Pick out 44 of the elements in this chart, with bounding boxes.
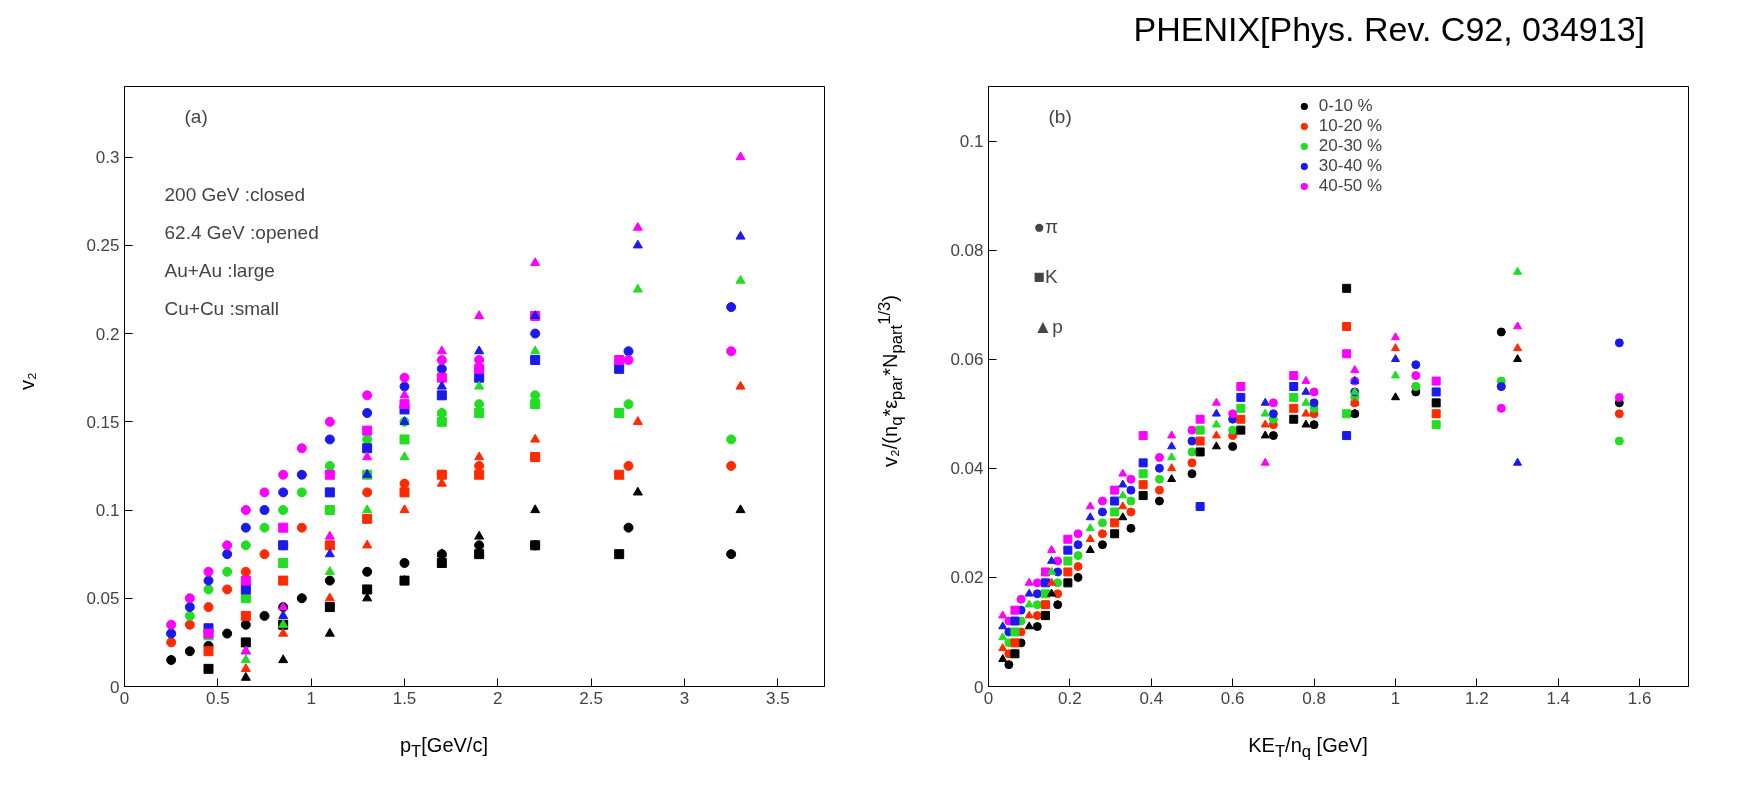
x-axis-title: p$_{T}$[GeV/c] <box>399 733 489 763</box>
legend-label: 40-50 % <box>1318 176 1383 196</box>
annotation: Cu+Cu :small <box>164 297 280 319</box>
y-tick-label: 0.1 <box>959 132 984 152</box>
text: PHENIX[Phys. Rev. C92, 034913] <box>1132 9 1645 50</box>
x-tick-label: 1.2 <box>1465 688 1489 708</box>
y-tick-label: 0.04 <box>950 459 984 479</box>
annotation: 62.4 GeV :opened <box>164 221 319 243</box>
annotation: (b) <box>1048 105 1072 127</box>
x-tick-label: 0.5 <box>206 688 230 708</box>
y-tick-label: 0.02 <box>950 568 984 588</box>
annotation: ■K <box>1033 265 1058 287</box>
annotation: ▲p <box>1033 315 1063 337</box>
legend-label: 0-10 % <box>1318 96 1373 116</box>
x-tick-label: 0.4 <box>1139 688 1164 708</box>
x-tick-label: 0.2 <box>1058 688 1082 708</box>
y-tick-label: 0.2 <box>95 324 120 344</box>
y-tick-label: 0.3 <box>95 148 120 168</box>
legend-label: 30-40 % <box>1318 156 1383 176</box>
x-tick-label: 1.6 <box>1627 688 1652 708</box>
y-tick-label: 0.05 <box>86 589 120 609</box>
y-tick-label: 0.25 <box>86 236 120 256</box>
x-tick-label: 2.5 <box>579 688 603 708</box>
x-tick-label: 0.6 <box>1220 688 1245 708</box>
x-tick-label: 1.5 <box>392 688 417 708</box>
legend-label: 10-20 % <box>1318 116 1383 136</box>
x-tick-label: 0.8 <box>1302 688 1326 708</box>
y-tick-label: 0.15 <box>86 412 120 432</box>
x-tick-label: 3.5 <box>766 688 790 708</box>
x-axis-title: KE$_{T}$/n$_{q}$ [GeV] <box>1247 733 1369 763</box>
x-tick-label: 1.4 <box>1546 688 1571 708</box>
annotation: 200 GeV :closed <box>164 183 305 205</box>
x-tick-label: 1 <box>306 688 316 708</box>
y-axis-title: v₂ <box>14 372 39 390</box>
y-tick-label: 0.1 <box>95 501 120 521</box>
annotation: (a) <box>184 105 208 127</box>
annotation: Au+Au :large <box>164 259 275 281</box>
x-tick-label: 2 <box>493 688 503 708</box>
legend-label: 20-30 % <box>1318 136 1383 156</box>
y-tick-label: 0.08 <box>950 241 984 261</box>
y-tick-label: 0.06 <box>950 350 984 370</box>
x-tick-label: 1 <box>1390 688 1401 708</box>
x-tick-label: 3 <box>679 688 690 708</box>
annotation: ●π <box>1033 215 1059 237</box>
